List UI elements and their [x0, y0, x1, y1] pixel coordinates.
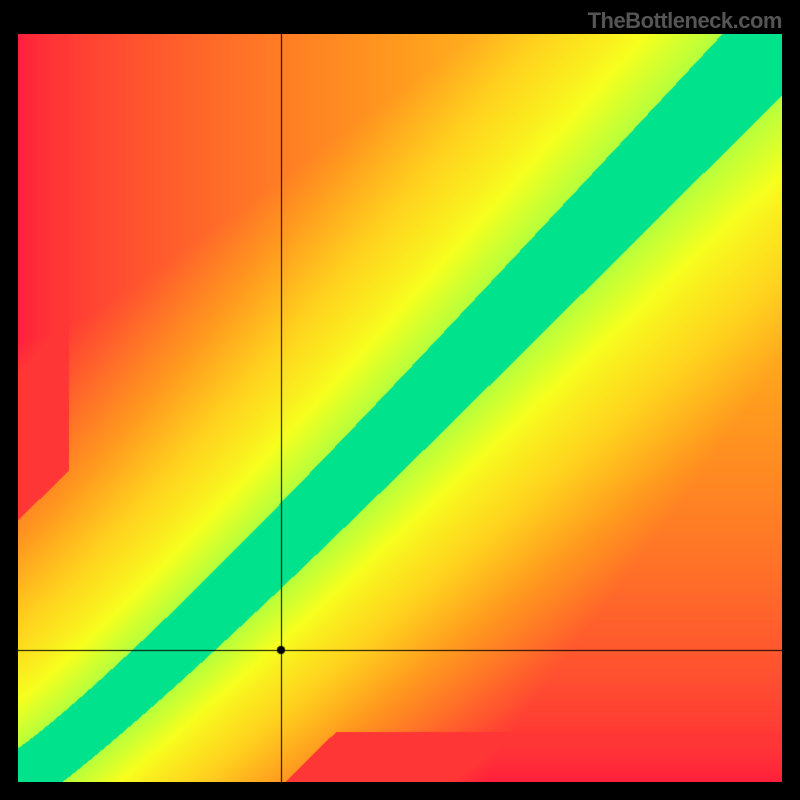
bottleneck-heatmap: [18, 34, 782, 782]
chart-container: TheBottleneck.com: [0, 0, 800, 800]
watermark-text: TheBottleneck.com: [588, 8, 782, 34]
